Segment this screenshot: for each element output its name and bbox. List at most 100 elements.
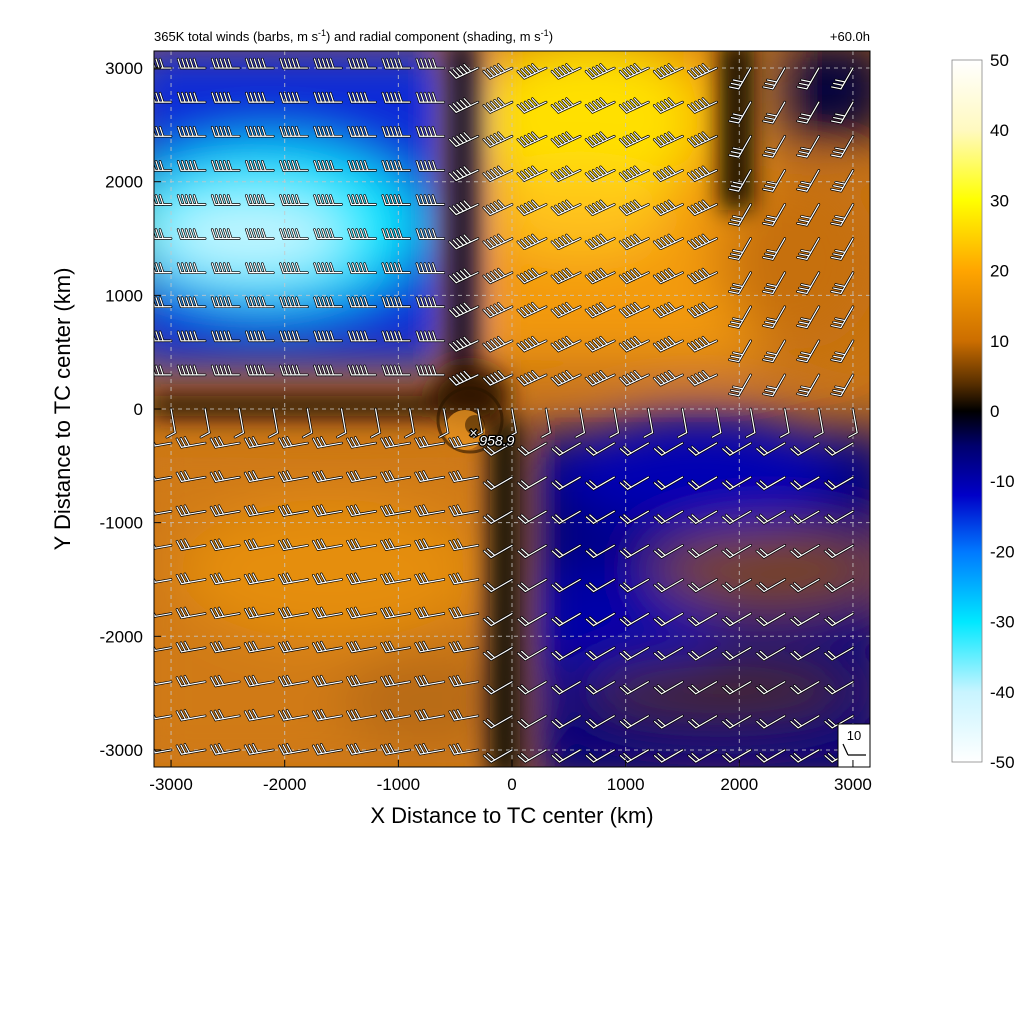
wind-barb bbox=[686, 165, 718, 182]
wind-barb bbox=[381, 57, 412, 70]
wind-barb bbox=[312, 572, 343, 585]
wind-barb bbox=[711, 407, 723, 439]
wind-barb bbox=[448, 199, 480, 216]
wind-barb bbox=[686, 267, 718, 285]
wind-barb bbox=[728, 339, 752, 363]
wind-barb bbox=[482, 509, 514, 525]
wind-barb bbox=[551, 680, 582, 696]
wind-barb bbox=[687, 578, 718, 593]
wind-barb bbox=[312, 708, 343, 722]
wind-barb bbox=[796, 271, 821, 295]
wind-barb bbox=[585, 748, 616, 764]
wind-barb bbox=[755, 441, 787, 457]
wind-barb bbox=[482, 63, 514, 80]
reference-barb-label: 10 bbox=[847, 728, 861, 743]
wind-barb bbox=[550, 301, 582, 319]
wind-barb bbox=[448, 640, 480, 654]
wind-barb bbox=[584, 370, 616, 387]
wind-barb bbox=[199, 407, 211, 439]
wind-barb bbox=[380, 606, 412, 620]
wind-barb bbox=[277, 572, 309, 585]
wind-barb bbox=[312, 470, 343, 483]
wind-barb bbox=[381, 91, 412, 104]
wind-barb bbox=[154, 474, 173, 482]
wind-barb bbox=[823, 612, 855, 627]
wind-barb bbox=[243, 708, 275, 722]
wind-barb bbox=[277, 504, 309, 517]
wind-barb bbox=[346, 504, 377, 517]
wind-barb bbox=[823, 544, 855, 559]
wind-barb bbox=[381, 160, 412, 172]
wind-barb bbox=[687, 646, 718, 661]
wind-barb bbox=[347, 125, 377, 138]
wind-barb bbox=[380, 674, 412, 688]
wind-barb bbox=[176, 57, 207, 70]
x-tick-label: -1000 bbox=[377, 775, 420, 794]
wind-barb bbox=[154, 228, 173, 240]
wind-barb bbox=[347, 296, 377, 309]
wind-barb bbox=[755, 612, 787, 627]
wind-barb bbox=[721, 441, 752, 457]
wind-barb bbox=[154, 440, 173, 448]
wind-barb bbox=[175, 470, 207, 483]
wind-barb bbox=[312, 743, 343, 756]
wind-barb bbox=[448, 267, 480, 285]
wind-barb bbox=[482, 370, 514, 387]
wind-barb bbox=[619, 441, 650, 457]
tc-pressure-label: 958.9 bbox=[479, 433, 514, 449]
wind-barb bbox=[728, 203, 752, 227]
wind-barb bbox=[347, 262, 377, 274]
wind-barb bbox=[830, 271, 855, 295]
wind-barb bbox=[550, 267, 582, 285]
wind-barb bbox=[448, 165, 480, 182]
forecast-time-label: +60.0h bbox=[830, 29, 870, 44]
wind-barb bbox=[448, 63, 480, 80]
wind-barb bbox=[516, 612, 548, 627]
wind-barb bbox=[550, 63, 582, 80]
wind-barb bbox=[245, 194, 275, 206]
wind-barb bbox=[551, 578, 582, 593]
wind-barb bbox=[482, 612, 514, 627]
wind-barb bbox=[551, 612, 582, 627]
wind-barb bbox=[210, 296, 241, 309]
wind-barb bbox=[243, 606, 275, 620]
wind-barb bbox=[175, 572, 207, 585]
wind-barb bbox=[584, 336, 616, 353]
wind-barb bbox=[585, 544, 616, 559]
wind-barb bbox=[686, 336, 718, 353]
wind-barb bbox=[165, 407, 177, 439]
wind-barb bbox=[370, 407, 382, 439]
wind-barb bbox=[313, 125, 343, 138]
wind-barb bbox=[830, 339, 855, 363]
wind-barb bbox=[516, 680, 548, 696]
wind-barb bbox=[550, 233, 582, 250]
wind-barb bbox=[584, 267, 616, 285]
wind-barb bbox=[789, 441, 821, 457]
wind-barb bbox=[448, 436, 480, 449]
wind-barb bbox=[245, 228, 275, 240]
wind-barb bbox=[313, 91, 343, 104]
wind-barb bbox=[175, 504, 207, 517]
wind-barb bbox=[279, 160, 309, 172]
wind-barb bbox=[414, 504, 446, 517]
wind-barb bbox=[415, 364, 446, 377]
wind-barb bbox=[482, 131, 514, 148]
wind-barb bbox=[551, 748, 582, 764]
wind-barb bbox=[516, 578, 548, 593]
wind-barb bbox=[652, 131, 684, 148]
wind-barb bbox=[381, 228, 412, 240]
wind-barb bbox=[585, 646, 616, 661]
wind-barb bbox=[762, 305, 787, 329]
wind-barb bbox=[279, 57, 309, 70]
wind-barb bbox=[209, 708, 241, 722]
wind-barb bbox=[830, 66, 855, 91]
wind-barb bbox=[482, 646, 514, 661]
wind-barb bbox=[154, 577, 173, 584]
wind-barb bbox=[813, 407, 825, 439]
y-tick-label: 2000 bbox=[105, 173, 143, 192]
wind-barb bbox=[618, 370, 650, 387]
wind-barb bbox=[550, 131, 582, 148]
wind-barb bbox=[728, 66, 752, 91]
wind-barb bbox=[154, 713, 173, 721]
